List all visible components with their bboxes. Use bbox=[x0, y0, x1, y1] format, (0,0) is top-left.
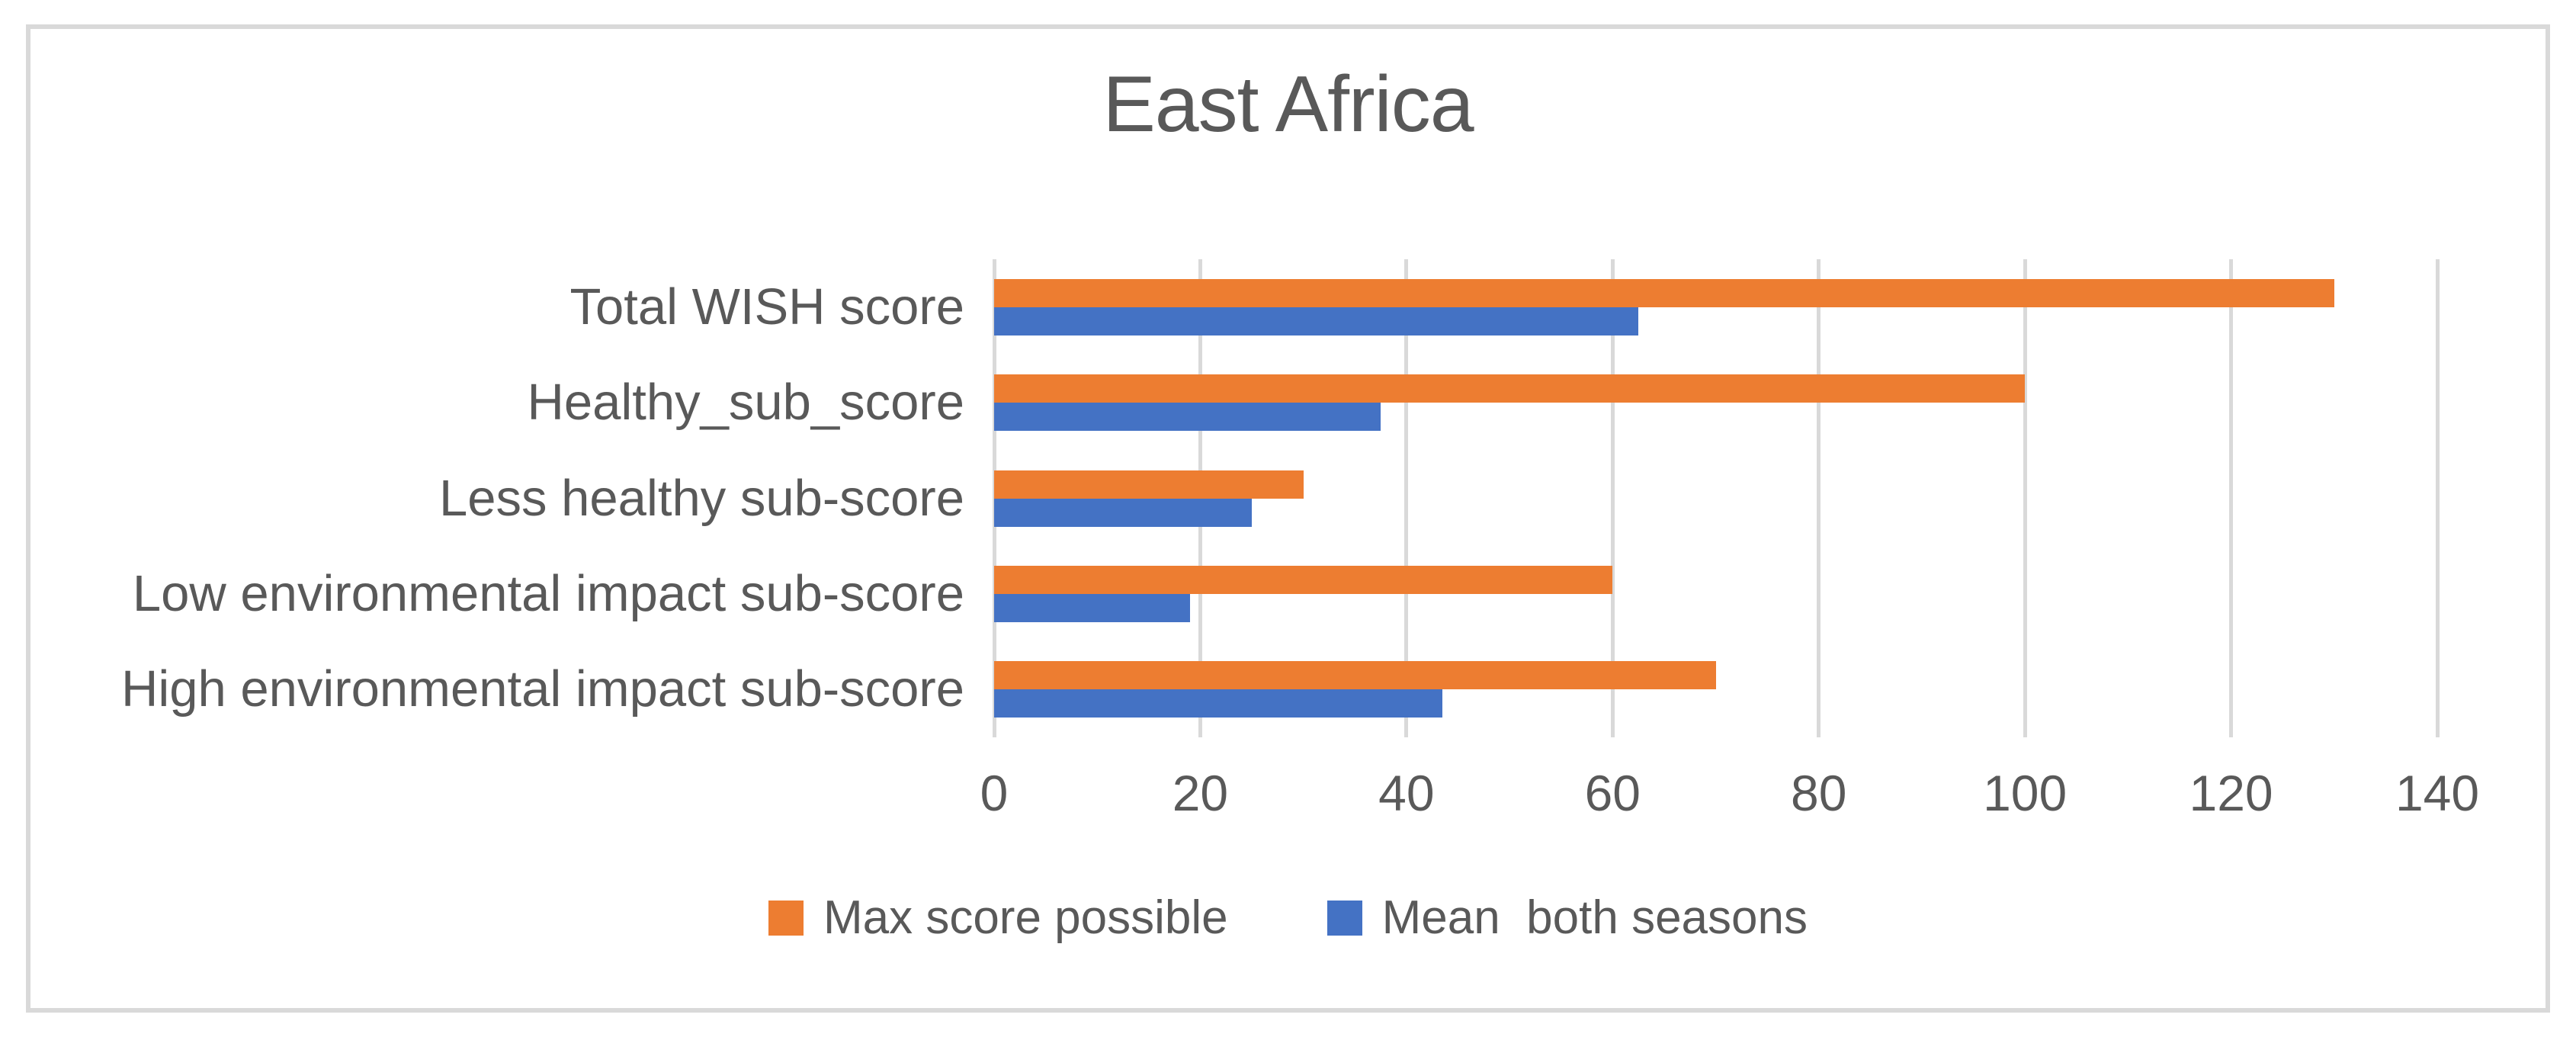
category-label: Low environmental impact sub-score bbox=[132, 564, 964, 622]
legend-item-max-score: Max score possible bbox=[768, 891, 1228, 945]
category-label: Total WISH score bbox=[569, 278, 964, 336]
x-tick-label: 40 bbox=[1378, 765, 1435, 821]
x-tick-label: 120 bbox=[2189, 765, 2273, 821]
bar-max-score bbox=[994, 278, 2334, 307]
bar-mean-both-seasons bbox=[994, 593, 1190, 622]
bar-mean-both-seasons bbox=[994, 403, 1381, 432]
gridline-120 bbox=[2229, 259, 2234, 737]
legend-item-mean-both-seasons: Mean both seasons bbox=[1326, 891, 1808, 945]
x-tick-label: 100 bbox=[1983, 765, 2068, 821]
bar-max-score bbox=[994, 470, 1304, 499]
legend-label-mean-both-seasons: Mean both seasons bbox=[1381, 891, 1808, 944]
legend: Max score possible Mean both seasons bbox=[0, 891, 2576, 945]
gridline-60 bbox=[1610, 259, 1615, 737]
gridline-80 bbox=[1817, 259, 1821, 737]
legend-label-max-score: Max score possible bbox=[823, 891, 1228, 944]
category-label: Less healthy sub-score bbox=[439, 469, 964, 527]
bar-max-score bbox=[994, 565, 1613, 594]
x-tick-label: 60 bbox=[1584, 765, 1641, 821]
x-tick-label: 80 bbox=[1790, 765, 1847, 821]
category-label: High environmental impact sub-score bbox=[121, 660, 964, 718]
category-label: Healthy_sub_score bbox=[527, 374, 964, 432]
x-tick-label: 140 bbox=[2395, 765, 2480, 821]
x-tick-label: 20 bbox=[1172, 765, 1229, 821]
gridline-140 bbox=[2435, 259, 2440, 737]
legend-swatch-mean-both-seasons bbox=[1326, 900, 1362, 936]
chart-title: East Africa bbox=[1102, 60, 1474, 149]
gridline-100 bbox=[2023, 259, 2027, 737]
chart-frame bbox=[26, 24, 2550, 1013]
x-tick-label: 0 bbox=[980, 765, 1009, 821]
bar-mean-both-seasons bbox=[994, 307, 1639, 336]
bar-mean-both-seasons bbox=[994, 498, 1253, 527]
legend-swatch-max-score bbox=[768, 900, 804, 936]
bar-max-score bbox=[994, 374, 2026, 403]
gridline-40 bbox=[1404, 259, 1409, 737]
bar-mean-both-seasons bbox=[994, 689, 1443, 718]
bar-max-score bbox=[994, 661, 1716, 690]
